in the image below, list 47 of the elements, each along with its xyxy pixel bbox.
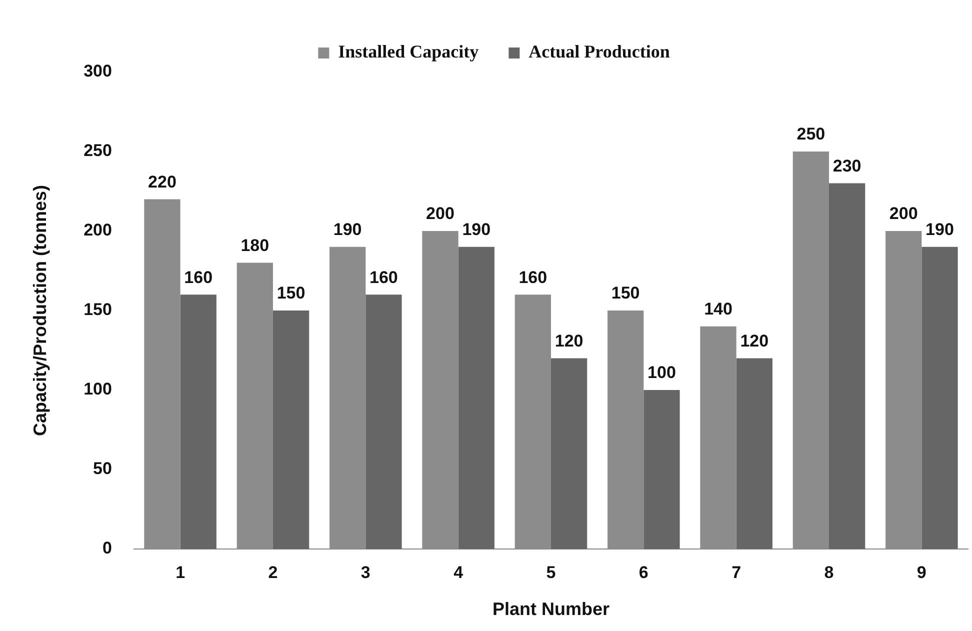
- bar: [736, 358, 772, 549]
- x-tick-label: 1: [176, 562, 186, 582]
- data-label: 200: [889, 204, 918, 224]
- x-tick-label: 2: [268, 562, 278, 582]
- data-label: 150: [276, 284, 306, 303]
- data-label: 230: [832, 156, 862, 176]
- y-tick-label: 0: [102, 538, 112, 558]
- bar: [180, 294, 216, 549]
- x-tick-label: 5: [546, 562, 556, 582]
- data-label: 190: [333, 220, 362, 240]
- bar: [366, 294, 402, 549]
- data-label: 160: [184, 268, 213, 287]
- data-label: 190: [462, 220, 491, 240]
- x-tick-label: 7: [732, 562, 742, 582]
- x-tick-label: 8: [824, 562, 834, 582]
- data-label: 120: [740, 331, 769, 350]
- data-label: 220: [148, 172, 176, 192]
- y-tick-label: 50: [93, 459, 112, 478]
- data-label: 160: [370, 268, 398, 287]
- data-label: 180: [240, 236, 270, 255]
- x-tick-label: 3: [360, 562, 370, 582]
- bar: [458, 246, 494, 549]
- x-axis-title: Plant Number: [492, 599, 610, 620]
- data-label: 160: [518, 268, 548, 287]
- data-label: 100: [648, 363, 676, 382]
- legend-label: Actual Production: [528, 42, 670, 62]
- y-tick-label: 200: [84, 220, 112, 240]
- legend-label: Installed Capacity: [338, 42, 479, 62]
- x-tick-label: 9: [916, 562, 926, 582]
- data-label: 120: [554, 331, 584, 350]
- bar: [828, 183, 866, 549]
- y-tick-label: 100: [84, 380, 112, 399]
- data-label: 140: [704, 300, 732, 319]
- y-axis-title: Capacity/Production (tonnes): [30, 184, 50, 436]
- bar: [272, 310, 310, 549]
- y-tick-label: 250: [84, 141, 112, 160]
- bar: [550, 358, 588, 549]
- data-label: 150: [611, 284, 640, 303]
- y-tick-label: 150: [84, 300, 112, 320]
- x-tick-label: 4: [454, 562, 464, 582]
- data-label: 250: [796, 124, 826, 144]
- bar: [644, 390, 680, 549]
- x-tick-label: 6: [638, 562, 648, 582]
- data-label: 190: [926, 220, 954, 240]
- data-label: 200: [426, 204, 454, 224]
- bar: [922, 246, 958, 549]
- y-tick-label: 300: [84, 62, 112, 81]
